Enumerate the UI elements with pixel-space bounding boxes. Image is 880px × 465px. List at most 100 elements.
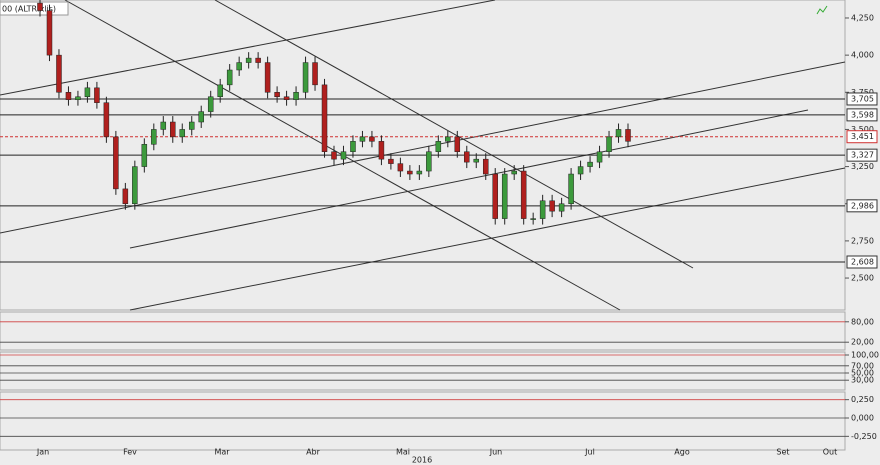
candle-body (255, 57, 261, 63)
candle-body (492, 173, 498, 219)
candle-body (84, 87, 91, 97)
candle-body (473, 158, 480, 163)
candle-body (482, 158, 489, 175)
level-label-box (846, 199, 878, 213)
candle-body (46, 10, 53, 56)
candle-body (331, 151, 337, 160)
candle-body (454, 136, 461, 152)
candle-body (625, 129, 631, 142)
candle-body (577, 166, 584, 175)
y-tick-label: -0,250 (851, 432, 877, 441)
level-label-box (846, 255, 878, 269)
y-tick-label: 50,00 (851, 369, 874, 378)
candle-body (369, 136, 375, 142)
x-tick-label: Ago (674, 448, 690, 457)
candle-body (501, 173, 508, 219)
candle-body (416, 170, 423, 175)
candle-body (160, 121, 167, 130)
candle-body (378, 141, 385, 160)
x-tick-label: Fev (123, 448, 137, 457)
candle-body (37, 2, 43, 11)
trendline (0, 0, 496, 96)
stoch-panel (0, 311, 846, 351)
level-label: 3,705 (851, 94, 874, 103)
candle-body (407, 170, 413, 175)
candle-body (426, 151, 432, 172)
candle-body (207, 96, 214, 112)
candle-body (520, 170, 527, 219)
y-tick-label: 30,00 (851, 376, 874, 385)
last-price-label: 3,451 (851, 132, 874, 141)
y-tick-label: 70,00 (851, 361, 874, 370)
candle-body (302, 62, 309, 93)
x-tick-label: Jan (36, 448, 49, 457)
trendline (0, 61, 846, 234)
candle-body (606, 136, 612, 152)
y-tick-label: 0,000 (851, 414, 874, 423)
candle-body (170, 121, 176, 138)
candle-body (283, 96, 290, 100)
candle-body (350, 141, 356, 152)
y-tick-label: 2,500 (851, 274, 874, 283)
level-label: 2,608 (851, 257, 874, 266)
osc-panel (0, 351, 846, 391)
candle-body (312, 62, 318, 86)
trendline (214, 0, 694, 269)
candle-body (113, 136, 119, 190)
level-label-box (846, 108, 878, 122)
x-tick-label: Mai (396, 448, 410, 457)
candle-body (321, 84, 328, 152)
candle-body (141, 144, 148, 167)
candle-body (188, 121, 195, 130)
level-label: 2,986 (851, 201, 874, 210)
level-label: 3,598 (851, 110, 874, 119)
x-tick-label: Mar (214, 448, 230, 457)
level-label-box (846, 148, 878, 162)
chart-title: 00 (ALTR:xlis) (2, 5, 56, 14)
y-tick-label: 3,500 (851, 125, 874, 134)
candle-body (264, 62, 271, 93)
y-tick-label: 2,750 (851, 236, 874, 245)
candle-body (511, 170, 517, 175)
candle-body (568, 173, 574, 204)
candle-body (435, 141, 442, 152)
candle-body (245, 57, 252, 63)
candle-body (340, 151, 347, 160)
candle-body (549, 200, 555, 212)
y-tick-label: 3,250 (851, 162, 874, 171)
x-axis-label: 2016 (412, 456, 432, 465)
level-label: 3,327 (851, 151, 874, 160)
x-tick-label: Abr (306, 448, 321, 457)
candle-body (293, 92, 299, 100)
candle-body (539, 200, 546, 219)
candle-body (132, 166, 138, 204)
candle-body (596, 151, 603, 163)
status-icon (816, 5, 828, 15)
candle-body (75, 96, 81, 100)
x-tick-label: Out (823, 448, 838, 457)
y-tick-label: 3,750 (851, 88, 874, 97)
candle-body (397, 163, 404, 172)
candle-body (615, 129, 622, 138)
candle-body (445, 136, 451, 142)
trendline (129, 109, 809, 249)
candle-body (226, 69, 233, 86)
level-label-box (846, 92, 878, 106)
y-tick-label: 80,00 (851, 317, 874, 326)
candle-body (122, 188, 129, 204)
trendline (129, 167, 846, 311)
candle-body (274, 92, 280, 97)
candle-body (65, 92, 72, 100)
y-tick-label: 0,250 (851, 395, 874, 404)
candle-body (94, 87, 100, 103)
candle-body (530, 218, 536, 220)
macd-panel (0, 391, 846, 451)
last-price-box (846, 130, 878, 144)
x-tick-label: Jul (584, 448, 595, 457)
x-tick-label: Set (776, 448, 789, 457)
candle-body (179, 129, 186, 138)
y-tick-label: 4,000 (851, 51, 874, 60)
candle-body (151, 129, 157, 145)
